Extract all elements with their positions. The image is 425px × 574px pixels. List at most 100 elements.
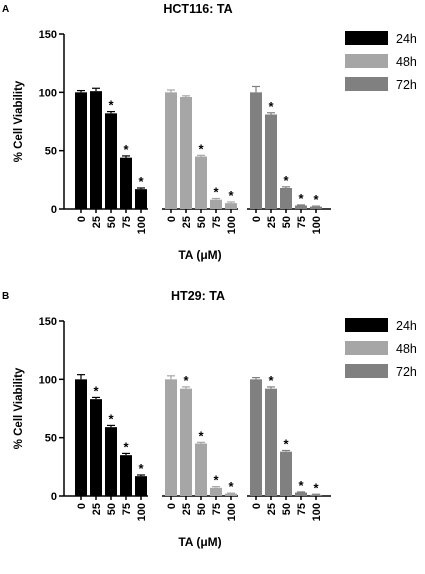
bar-72h-50 — [280, 451, 292, 496]
bar-48h-75 — [210, 199, 222, 209]
x-tick-label: 0 — [166, 503, 178, 509]
x-tick-label: 75 — [211, 503, 223, 515]
x-tick-label: 75 — [211, 216, 223, 228]
significance-mark: * — [228, 479, 234, 494]
x-tick-label: 100 — [136, 216, 148, 234]
legend-swatch-48h — [345, 341, 388, 355]
bar-72h-100 — [310, 206, 322, 209]
legend-swatch-48h — [345, 54, 388, 68]
y-tick-label: 0 — [51, 491, 57, 503]
legend-label: 72h — [396, 365, 417, 379]
x-tick-label: 0 — [76, 216, 88, 222]
x-tick-label: 0 — [76, 503, 88, 509]
x-tick-label: 75 — [121, 503, 133, 515]
y-tick-label: 150 — [39, 29, 57, 41]
legend-label: 72h — [396, 78, 417, 92]
significance-mark: * — [313, 192, 319, 207]
y-tick-label: 50 — [45, 146, 57, 158]
bar-24h-100 — [135, 476, 147, 496]
significance-mark: * — [213, 473, 219, 488]
x-tick-label: 75 — [296, 216, 308, 228]
x-axis-label: TA (μM) — [178, 535, 221, 549]
bar-72h-0 — [250, 92, 262, 209]
bar-72h-100 — [310, 494, 322, 496]
panel-label: B — [2, 291, 9, 302]
bar-72h-50 — [280, 188, 292, 209]
x-tick-label: 25 — [181, 503, 193, 515]
panel-b: B HT29: TA 0 50 100 150 % Cell Viability 0 * 25 * 5… — [0, 287, 425, 574]
significance-mark: * — [268, 373, 274, 388]
x-tick-label: 50 — [281, 503, 293, 515]
x-tick-label: 25 — [181, 216, 193, 228]
y-tick-label: 50 — [45, 433, 57, 445]
significance-mark: * — [183, 373, 189, 388]
x-tick-label: 50 — [196, 216, 208, 228]
bar-24h-50 — [105, 113, 117, 209]
significance-mark: * — [298, 478, 304, 493]
x-tick-label: 100 — [136, 503, 148, 521]
significance-mark: * — [138, 174, 144, 189]
legend-label: 24h — [396, 32, 417, 46]
bar-24h-25 — [90, 91, 102, 209]
significance-mark: * — [228, 188, 234, 203]
y-tick-label: 150 — [39, 316, 57, 328]
x-tick-label: 75 — [121, 216, 133, 228]
bar-48h-25 — [180, 388, 192, 496]
chart-ht29: B HT29: TA 0 50 100 150 % Cell Viability 0 * 25 * 5… — [2, 289, 417, 549]
x-tick-label: 25 — [266, 503, 278, 515]
bar-48h-50 — [195, 156, 207, 209]
significance-mark: * — [93, 383, 99, 398]
x-axis-label: TA (μM) — [178, 248, 221, 262]
x-tick-label: 0 — [251, 216, 263, 222]
x-tick-label: 50 — [281, 216, 293, 228]
y-tick-label: 0 — [51, 204, 57, 216]
significance-mark: * — [283, 437, 289, 452]
bar-72h-25 — [265, 114, 277, 209]
legend-swatch-72h — [345, 364, 388, 378]
x-tick-label: 25 — [91, 216, 103, 228]
chart-title: HCT116: TA — [163, 2, 232, 16]
x-tick-label: 50 — [106, 216, 118, 228]
bar-24h-25 — [90, 399, 102, 496]
significance-mark: * — [123, 439, 129, 454]
bar-72h-75 — [295, 492, 307, 496]
significance-mark: * — [198, 428, 204, 443]
x-tick-label: 25 — [91, 503, 103, 515]
significance-mark: * — [313, 480, 319, 495]
panel-label: A — [2, 4, 9, 15]
y-axis-label: % Cell Viability — [13, 367, 25, 449]
legend-swatch-24h — [345, 31, 388, 45]
y-tick-label: 100 — [39, 374, 57, 386]
significance-mark: * — [138, 461, 144, 476]
x-tick-label: 100 — [226, 503, 238, 521]
bar-48h-75 — [210, 487, 222, 496]
bar-24h-75 — [120, 157, 132, 209]
chart-title: HT29: TA — [171, 289, 225, 303]
bar-72h-25 — [265, 388, 277, 496]
legend-swatch-24h — [345, 318, 388, 332]
x-tick-label: 50 — [106, 503, 118, 515]
bar-48h-0 — [165, 379, 177, 496]
x-tick-label: 0 — [251, 503, 263, 509]
legend-label: 48h — [396, 342, 417, 356]
legend-label: 24h — [396, 319, 417, 333]
y-tick-label: 100 — [39, 87, 57, 99]
bar-24h-100 — [135, 189, 147, 209]
legend-swatch-72h — [345, 77, 388, 91]
x-tick-label: 100 — [226, 216, 238, 234]
x-tick-label: 50 — [196, 503, 208, 515]
x-tick-label: 0 — [166, 216, 178, 222]
x-tick-label: 25 — [266, 216, 278, 228]
significance-mark: * — [298, 191, 304, 206]
bar-24h-0 — [75, 92, 87, 209]
bar-48h-100 — [225, 493, 237, 496]
significance-mark: * — [268, 99, 274, 114]
bar-24h-50 — [105, 427, 117, 496]
bar-48h-0 — [165, 92, 177, 209]
bar-72h-75 — [295, 205, 307, 209]
x-tick-label: 75 — [296, 503, 308, 515]
bar-24h-75 — [120, 455, 132, 496]
significance-mark: * — [108, 98, 114, 113]
y-axis-label: % Cell Viability — [13, 80, 25, 162]
